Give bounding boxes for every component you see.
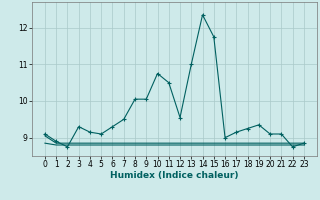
X-axis label: Humidex (Indice chaleur): Humidex (Indice chaleur)	[110, 171, 239, 180]
